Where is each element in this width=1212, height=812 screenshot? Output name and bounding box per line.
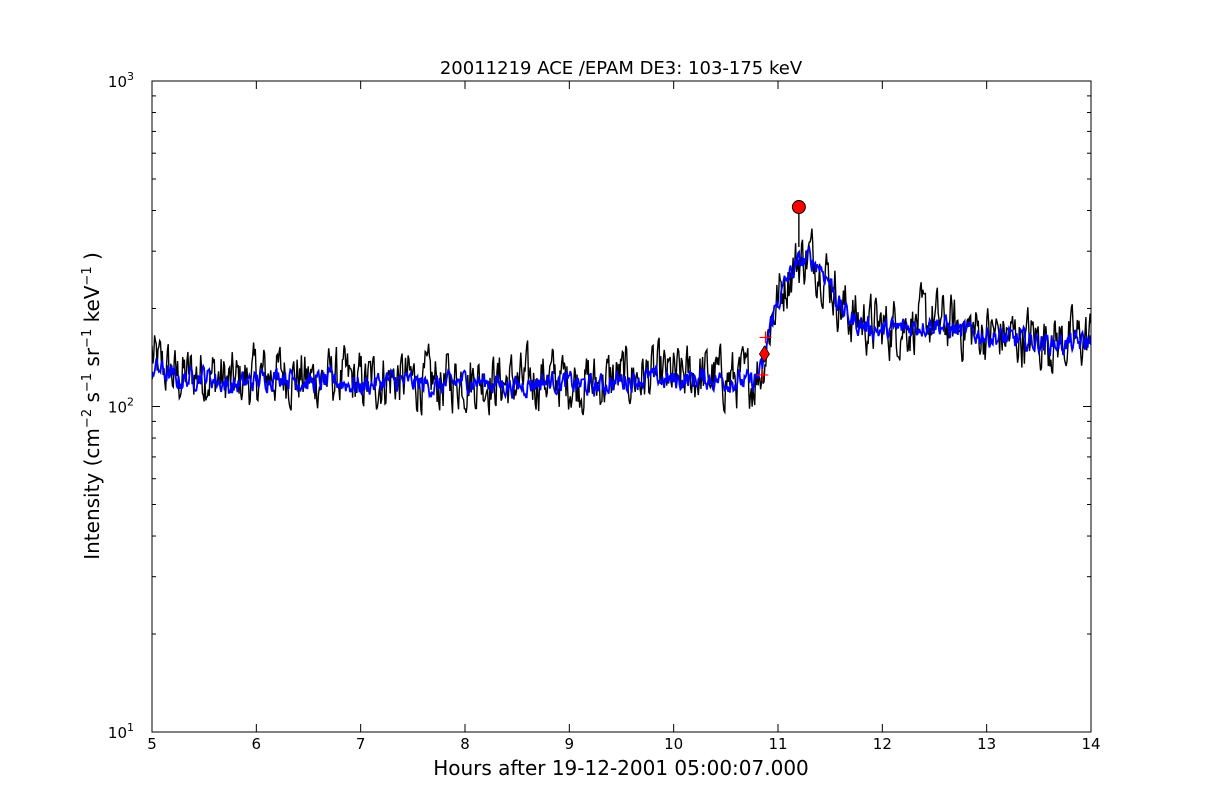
peak-marker: [791, 200, 806, 215]
x-tick-label: 5: [147, 735, 157, 753]
y-tick-label: 101: [108, 721, 134, 742]
onset-bound-marker: [759, 331, 772, 344]
x-tick-label: 12: [873, 735, 892, 753]
x-axis-label: Hours after 19-12-2001 05:00:07.000: [433, 756, 809, 780]
smoothed-series-line: [152, 244, 1091, 400]
x-tick-label: 13: [977, 735, 996, 753]
x-tick-label: 8: [460, 735, 470, 753]
series-layer: [152, 228, 1091, 416]
y-axis-ticks: 101 102 103: [108, 70, 1091, 742]
x-tick-label: 11: [768, 735, 787, 753]
y-axis-label: Intensity (cm−2 s−1 sr−1 keV−1 ): [80, 252, 104, 560]
x-tick-label: 10: [664, 735, 683, 753]
y-tick-label: 102: [108, 396, 134, 417]
x-axis-ticks: 5 6 7 8 9 10 11 12 13 14: [147, 81, 1101, 753]
x-tick-label: 7: [356, 735, 366, 753]
x-tick-label: 14: [1081, 735, 1100, 753]
x-tick-label: 6: [252, 735, 262, 753]
x-tick-label: 9: [565, 735, 575, 753]
marker-layer: [756, 200, 806, 381]
y-tick-label: 103: [108, 70, 134, 91]
chart-title: 20011219 ACE /EPAM DE3: 103-175 keV: [440, 58, 803, 79]
raw-series-line: [152, 228, 1091, 416]
onset-marker: [758, 345, 770, 363]
onset-bound-marker: [756, 368, 769, 381]
